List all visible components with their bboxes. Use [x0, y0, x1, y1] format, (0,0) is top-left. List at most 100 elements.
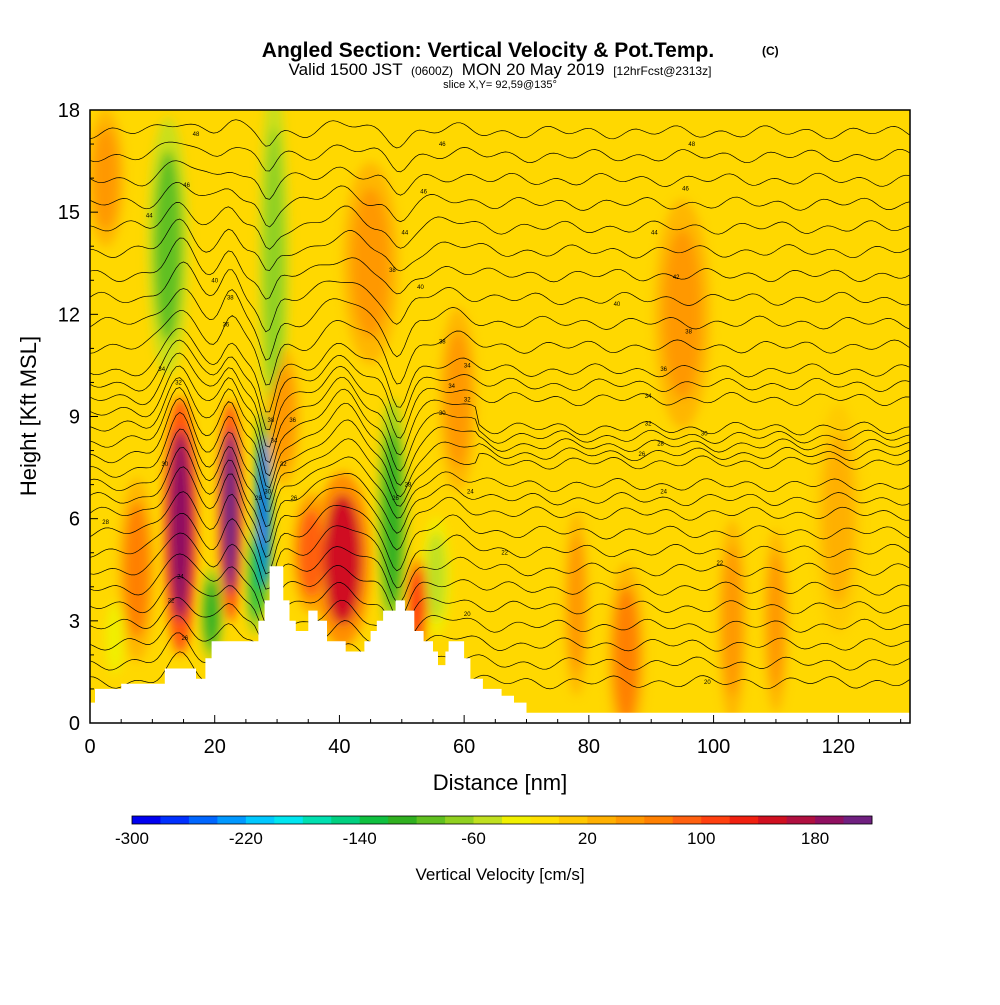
x-tick-label: 0	[84, 736, 95, 758]
colorbar-tick-label: 100	[687, 829, 715, 848]
contour-label: 32	[464, 397, 471, 403]
contour-label: 46	[682, 186, 689, 192]
contour-label: 20	[704, 680, 711, 686]
colorbar-swatch	[274, 816, 304, 824]
velocity-core	[222, 430, 239, 594]
x-tick-label: 40	[328, 736, 350, 758]
colorbar-swatch	[672, 816, 702, 824]
contour-label: 24	[660, 489, 667, 495]
velocity-core	[445, 331, 471, 468]
colorbar	[131, 815, 873, 825]
velocity-field	[90, 110, 862, 723]
theta-contour-line	[90, 466, 910, 558]
subtitle-forecast: [12hrFcst@2313z]	[613, 64, 711, 78]
contour-label: 26	[291, 496, 298, 502]
chart-subtitle: Valid 1500 JST (0600Z) MON 20 May 2019 […	[289, 60, 712, 79]
theta-contour-line	[90, 532, 910, 607]
contour-label: 28	[102, 520, 109, 526]
velocity-core	[722, 545, 742, 696]
y-tick-label: 12	[58, 304, 80, 326]
contour-label: 36	[223, 323, 230, 329]
subtitle-valid: Valid 1500 JST	[289, 60, 403, 79]
x-axis-ticks: 0 20 40 60 80 100 120	[84, 715, 902, 758]
y-axis-label: Height [Kft MSL]	[16, 336, 41, 496]
contour-label: 46	[439, 142, 446, 148]
contour-label: 34	[158, 367, 165, 373]
colorbar-swatch	[615, 816, 645, 824]
theta-contour-line	[90, 237, 910, 300]
velocity-core	[204, 579, 220, 649]
contour-label: 44	[146, 214, 153, 220]
colorbar-swatch	[644, 816, 674, 824]
x-tick-label: 120	[822, 736, 855, 758]
theta-contour-line	[90, 182, 910, 228]
contour-label: 40	[211, 278, 218, 284]
theta-contour-line	[90, 352, 910, 448]
contour-label: 26	[392, 496, 399, 502]
y-tick-label: 9	[69, 407, 80, 429]
velocity-core	[822, 433, 854, 604]
theta-contour-line	[90, 513, 910, 590]
y-tick-label: 0	[69, 713, 80, 735]
x-tick-label: 20	[204, 736, 226, 758]
colorbar-swatch	[388, 816, 418, 824]
contour-label: 24	[467, 489, 474, 495]
y-tick-label: 15	[58, 202, 80, 224]
colorbar-tick-label: 180	[801, 829, 829, 848]
contour-label: 22	[716, 561, 723, 567]
y-tick-label: 18	[58, 100, 80, 122]
slice-label: slice X,Y= 92,59@135°	[443, 79, 557, 91]
colorbar-swatch	[188, 816, 218, 824]
theta-contour-line	[90, 397, 910, 500]
contour-label: 28	[405, 483, 412, 489]
theta-contour-line	[90, 491, 910, 575]
theta-contour-line	[90, 119, 910, 149]
contour-label: 30	[439, 411, 446, 417]
colorbar-swatch	[786, 816, 816, 824]
contour-label: 38	[389, 268, 396, 274]
chart-title: Angled Section: Vertical Velocity & Pot.…	[262, 39, 714, 62]
colorbar-tick-label: -60	[461, 829, 486, 848]
theta-contour-line	[90, 411, 910, 512]
colorbar-swatch	[473, 816, 503, 824]
y-tick-label: 3	[69, 611, 80, 633]
contour-label: 30	[264, 489, 271, 495]
velocity-core	[154, 150, 182, 342]
velocity-core	[426, 532, 447, 621]
velocity-core	[298, 508, 324, 597]
colorbar-swatch	[217, 816, 247, 824]
theta-contour-line	[90, 160, 910, 200]
theta-contour-line	[90, 288, 910, 361]
terrain-mask	[90, 566, 910, 723]
velocity-core	[382, 430, 403, 608]
x-axis-label: Distance [nm]	[433, 770, 568, 795]
colorbar-swatch	[530, 816, 560, 824]
colorbar-tick-label: -140	[343, 829, 377, 848]
contour-label: 24	[177, 575, 184, 581]
theta-contour-line	[90, 553, 910, 626]
colorbar-swatch	[558, 816, 588, 824]
velocity-core	[124, 501, 150, 638]
contour-label: 30	[701, 432, 708, 438]
velocity-core	[272, 365, 295, 468]
subtitle-zulu: (0600Z)	[411, 64, 453, 78]
contour-label: 42	[673, 275, 680, 281]
theta-contour-line	[90, 365, 910, 464]
theta-contour-line	[90, 202, 910, 250]
velocity-core	[613, 586, 639, 723]
contour-label: 48	[193, 132, 200, 138]
contour-label: 40	[417, 285, 424, 291]
contour-label: 32	[645, 421, 652, 427]
colorbar-swatch	[701, 816, 731, 824]
contour-label: 32	[280, 462, 287, 468]
contour-label: 34	[464, 363, 471, 369]
velocity-core	[93, 127, 119, 230]
colorbar-swatch	[245, 816, 275, 824]
velocity-core	[249, 539, 262, 621]
contour-label: 28	[255, 496, 262, 502]
contour-label: 28	[657, 442, 664, 448]
colorbar-swatch	[302, 816, 332, 824]
